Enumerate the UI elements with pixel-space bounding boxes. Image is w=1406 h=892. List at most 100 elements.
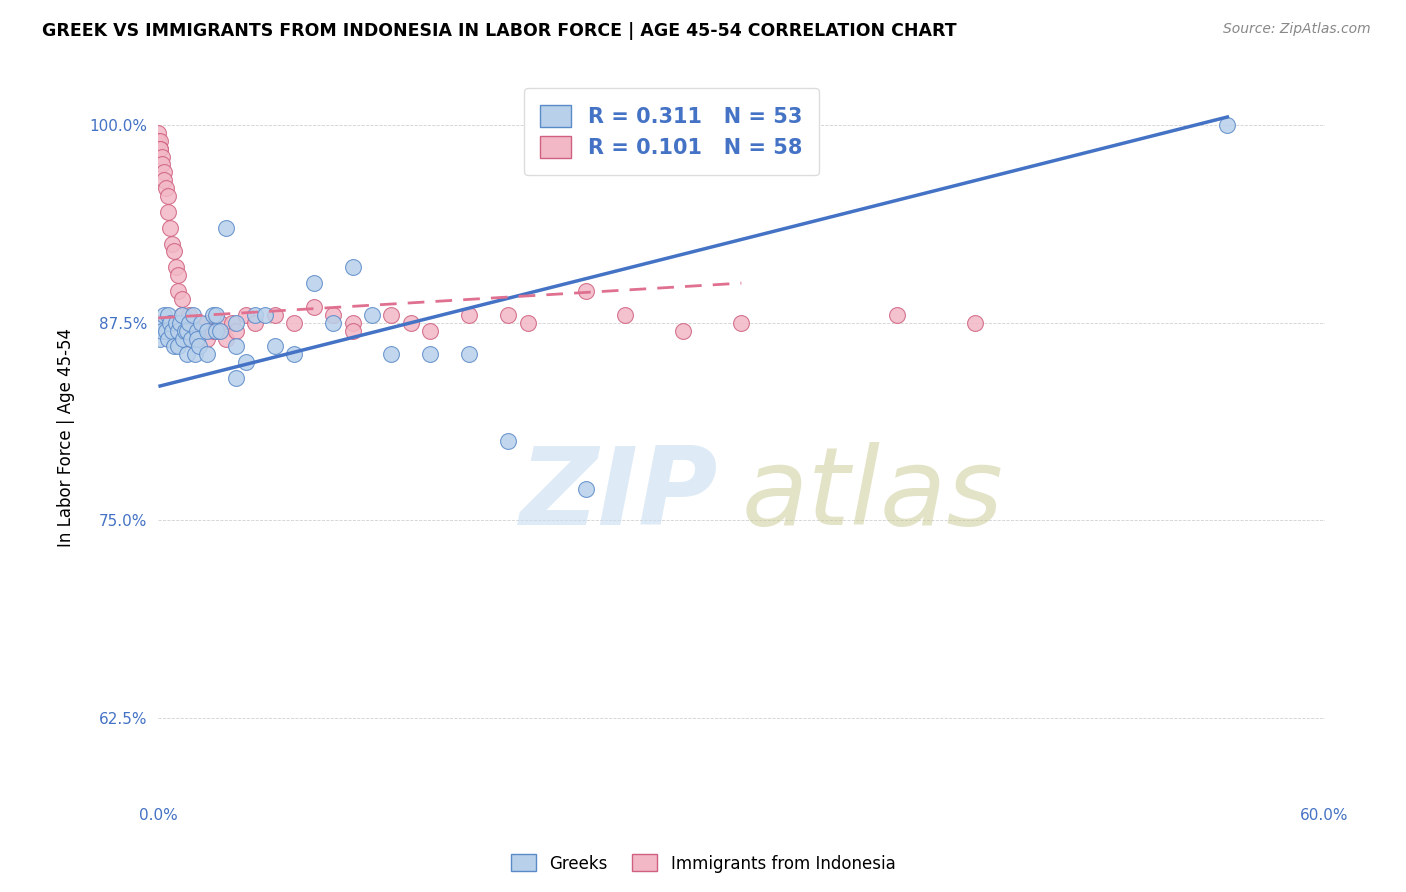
Point [156, 189, 179, 203]
Point [176, 324, 198, 338]
Point [730, 316, 752, 330]
Point [221, 316, 243, 330]
Point [155, 181, 177, 195]
Point [302, 300, 325, 314]
Point [361, 308, 384, 322]
Point [380, 347, 402, 361]
Point [190, 316, 212, 330]
Point [163, 244, 186, 259]
Point [195, 316, 218, 330]
Point [245, 308, 267, 322]
Point [496, 308, 519, 322]
Point [149, 142, 172, 156]
Point [165, 260, 187, 275]
Point [283, 316, 305, 330]
Point [149, 316, 172, 330]
Point [419, 347, 441, 361]
Point [516, 316, 538, 330]
Point [209, 316, 232, 330]
Point [195, 331, 218, 345]
Point [172, 331, 194, 345]
Point [149, 331, 172, 345]
Point [153, 173, 176, 187]
Point [159, 316, 181, 330]
Point [201, 308, 224, 322]
Point [380, 308, 402, 322]
Point [342, 316, 364, 330]
Point [263, 339, 285, 353]
Point [1216, 118, 1239, 132]
Point [148, 134, 170, 148]
Point [209, 324, 232, 338]
Point [195, 324, 218, 338]
Y-axis label: In Labor Force | Age 45-54: In Labor Force | Age 45-54 [58, 328, 75, 547]
Legend: R = 0.311   N = 53, R = 0.101   N = 58: R = 0.311 N = 53, R = 0.101 N = 58 [523, 87, 820, 175]
Point [166, 339, 188, 353]
Point [458, 308, 481, 322]
Legend: Greeks, Immigrants from Indonesia: Greeks, Immigrants from Indonesia [503, 847, 903, 880]
Point [181, 324, 204, 338]
Point [181, 308, 204, 322]
Point [188, 339, 211, 353]
Point [156, 331, 179, 345]
Point [172, 316, 194, 330]
Point [322, 316, 344, 330]
Point [254, 308, 277, 322]
Point [245, 316, 267, 330]
Point [575, 482, 598, 496]
Point [575, 284, 598, 298]
Point [201, 324, 224, 338]
Point [174, 316, 197, 330]
Point [235, 355, 257, 369]
Point [769, 118, 792, 132]
Text: GREEK VS IMMIGRANTS FROM INDONESIA IN LABOR FORCE | AGE 45-54 CORRELATION CHART: GREEK VS IMMIGRANTS FROM INDONESIA IN LA… [42, 22, 957, 40]
Point [419, 324, 441, 338]
Text: atlas: atlas [741, 442, 1004, 548]
Point [174, 324, 197, 338]
Point [153, 165, 176, 179]
Point [186, 324, 208, 338]
Point [180, 331, 202, 345]
Point [205, 324, 228, 338]
Point [225, 339, 247, 353]
Point [496, 434, 519, 449]
Point [160, 324, 183, 338]
Point [170, 308, 193, 322]
Point [205, 324, 228, 338]
Point [225, 324, 247, 338]
Point [399, 316, 422, 330]
Point [159, 220, 181, 235]
Point [195, 347, 218, 361]
Point [155, 324, 177, 338]
Point [186, 331, 208, 345]
Point [160, 236, 183, 251]
Point [156, 205, 179, 219]
Point [963, 316, 986, 330]
Point [176, 331, 198, 345]
Point [176, 324, 198, 338]
Point [886, 308, 908, 322]
Point [179, 316, 201, 330]
Point [322, 308, 344, 322]
Point [170, 292, 193, 306]
Point [613, 308, 636, 322]
Point [186, 331, 208, 345]
Point [672, 324, 695, 338]
Point [184, 347, 207, 361]
Point [186, 316, 208, 330]
Point [180, 316, 202, 330]
Point [190, 324, 212, 338]
Point [153, 308, 176, 322]
Point [225, 316, 247, 330]
Point [225, 371, 247, 385]
Point [156, 308, 179, 322]
Point [342, 260, 364, 275]
Point [215, 331, 238, 345]
Point [149, 134, 172, 148]
Point [170, 308, 193, 322]
Point [176, 347, 198, 361]
Point [458, 347, 481, 361]
Point [179, 308, 201, 322]
Point [166, 284, 188, 298]
Point [215, 220, 238, 235]
